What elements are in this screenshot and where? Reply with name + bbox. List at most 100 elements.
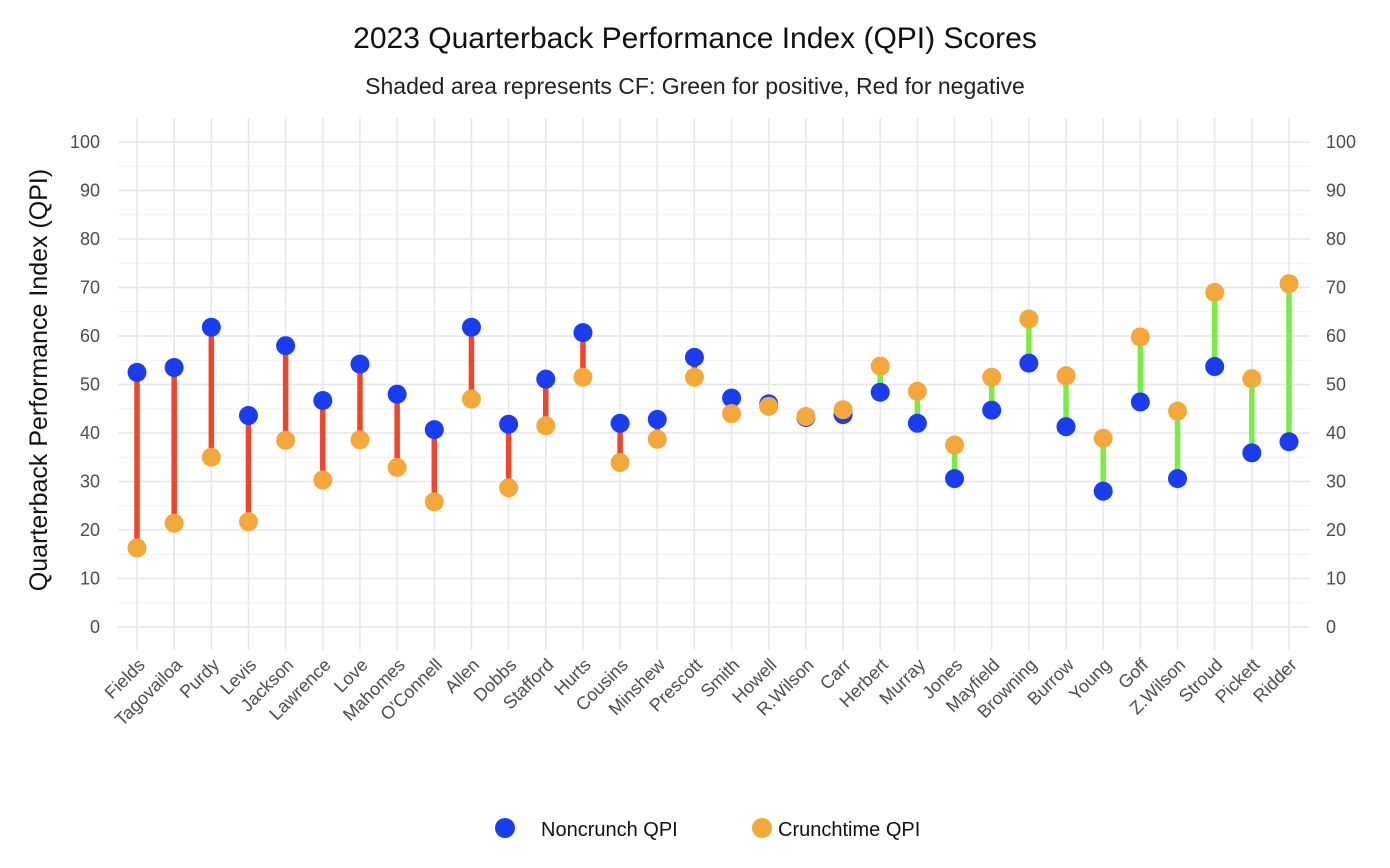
noncrunch-point xyxy=(461,317,481,337)
legend-marker-noncrunch xyxy=(495,818,515,838)
crunchtime-point xyxy=(1242,369,1262,389)
crunchtime-point xyxy=(870,356,890,376)
y-tick-label-left: 40 xyxy=(80,423,100,443)
y-tick-label-right: 50 xyxy=(1326,375,1346,395)
crunchtime-point xyxy=(536,416,556,436)
crunchtime-point xyxy=(499,478,519,498)
crunchtime-point xyxy=(833,400,853,420)
noncrunch-point xyxy=(127,362,147,382)
crunchtime-point xyxy=(796,407,816,427)
crunchtime-point xyxy=(387,457,407,477)
crunchtime-points xyxy=(127,274,1299,558)
x-tick-label: Young xyxy=(1065,655,1115,705)
noncrunch-point xyxy=(647,409,667,429)
y-tick-label-left: 0 xyxy=(90,617,100,637)
noncrunch-point xyxy=(276,336,296,356)
noncrunch-point xyxy=(313,391,333,411)
y-tick-label-right: 20 xyxy=(1326,520,1346,540)
noncrunch-point xyxy=(1019,353,1039,373)
y-tick-label-left: 80 xyxy=(80,229,100,249)
chart-title: 2023 Quarterback Performance Index (QPI)… xyxy=(353,22,1037,55)
noncrunch-point xyxy=(201,317,221,337)
noncrunch-point xyxy=(907,413,927,433)
noncrunch-point xyxy=(350,354,370,374)
y-tick-label-left: 60 xyxy=(80,326,100,346)
y-tick-label-right: 100 xyxy=(1326,132,1356,152)
noncrunch-point xyxy=(1242,443,1262,463)
y-tick-label-left: 90 xyxy=(80,181,100,201)
crunchtime-point xyxy=(945,435,965,455)
y-tick-label-right: 90 xyxy=(1326,181,1346,201)
crunchtime-point xyxy=(647,429,667,449)
noncrunch-point xyxy=(1130,392,1150,412)
y-tick-label-left: 70 xyxy=(80,278,100,298)
crunchtime-point xyxy=(276,430,296,450)
y-tick-label-right: 60 xyxy=(1326,326,1346,346)
noncrunch-point xyxy=(870,382,890,402)
crunchtime-point xyxy=(313,470,333,490)
crunchtime-point xyxy=(684,367,704,387)
crunchtime-point xyxy=(350,430,370,450)
crunchtime-point xyxy=(127,538,147,558)
cf-segments xyxy=(134,283,1292,548)
y-axis-label: Quarterback Performance Index (QPI) xyxy=(25,169,53,591)
y-tick-label-right: 0 xyxy=(1326,617,1336,637)
crunchtime-point xyxy=(1168,401,1188,421)
y-tick-label-left: 30 xyxy=(80,472,100,492)
noncrunch-point xyxy=(164,358,184,378)
y-tick-label-left: 100 xyxy=(70,132,100,152)
noncrunch-point xyxy=(684,347,704,367)
crunchtime-point xyxy=(424,492,444,512)
noncrunch-point xyxy=(238,406,258,426)
y-tick-label-left: 20 xyxy=(80,520,100,540)
crunchtime-point xyxy=(759,396,779,416)
y-tick-label-right: 30 xyxy=(1326,472,1346,492)
noncrunch-point xyxy=(536,369,556,389)
noncrunch-point xyxy=(722,388,742,408)
y-axis-ticks: 0 0 10 10 20 20 30 30 40 40 50 50 60 60 70 70 80 80 90 90 10… xyxy=(70,132,1356,637)
crunchtime-point xyxy=(982,367,1002,387)
noncrunch-point xyxy=(1168,469,1188,489)
chart-subtitle: Shaded area represents CF: Green for pos… xyxy=(365,73,1025,99)
y-tick-label-left: 10 xyxy=(80,569,100,589)
crunchtime-point xyxy=(1130,327,1150,347)
y-tick-label-right: 40 xyxy=(1326,423,1346,443)
legend-marker-crunchtime xyxy=(752,818,772,838)
crunchtime-point xyxy=(610,453,630,473)
y-tick-label-left: 50 xyxy=(80,375,100,395)
noncrunch-point xyxy=(1093,481,1113,501)
noncrunch-point xyxy=(499,414,519,434)
crunchtime-point xyxy=(1279,274,1299,294)
legend: Noncrunch QPI Crunchtime QPI xyxy=(495,818,920,841)
noncrunch-point xyxy=(1279,432,1299,452)
crunchtime-point xyxy=(201,447,221,467)
noncrunch-point xyxy=(982,400,1002,420)
crunchtime-point xyxy=(1093,428,1113,448)
noncrunch-point xyxy=(573,323,593,343)
y-tick-label-right: 80 xyxy=(1326,229,1346,249)
noncrunch-point xyxy=(945,469,965,489)
noncrunch-point xyxy=(1056,417,1076,437)
noncrunch-point xyxy=(1205,357,1225,377)
noncrunch-point xyxy=(610,413,630,433)
legend-label-crunchtime: Crunchtime QPI xyxy=(778,819,920,841)
crunchtime-point xyxy=(907,381,927,401)
noncrunch-point xyxy=(424,420,444,440)
x-tick-label: Purdy xyxy=(176,655,223,702)
noncrunch-point xyxy=(387,384,407,404)
crunchtime-point xyxy=(722,404,742,424)
y-tick-label-right: 10 xyxy=(1326,569,1346,589)
y-tick-label-right: 70 xyxy=(1326,278,1346,298)
crunchtime-point xyxy=(573,367,593,387)
crunchtime-point xyxy=(238,512,258,532)
legend-label-noncrunch: Noncrunch QPI xyxy=(541,819,678,841)
x-axis-ticks: FieldsTagovailoaPurdyLevisJacksonLawrenc… xyxy=(101,654,1301,730)
crunchtime-point xyxy=(1019,309,1039,329)
crunchtime-point xyxy=(1056,366,1076,386)
crunchtime-point xyxy=(1205,282,1225,302)
grid xyxy=(118,118,1310,650)
crunchtime-point xyxy=(461,389,481,409)
crunchtime-point xyxy=(164,513,184,533)
